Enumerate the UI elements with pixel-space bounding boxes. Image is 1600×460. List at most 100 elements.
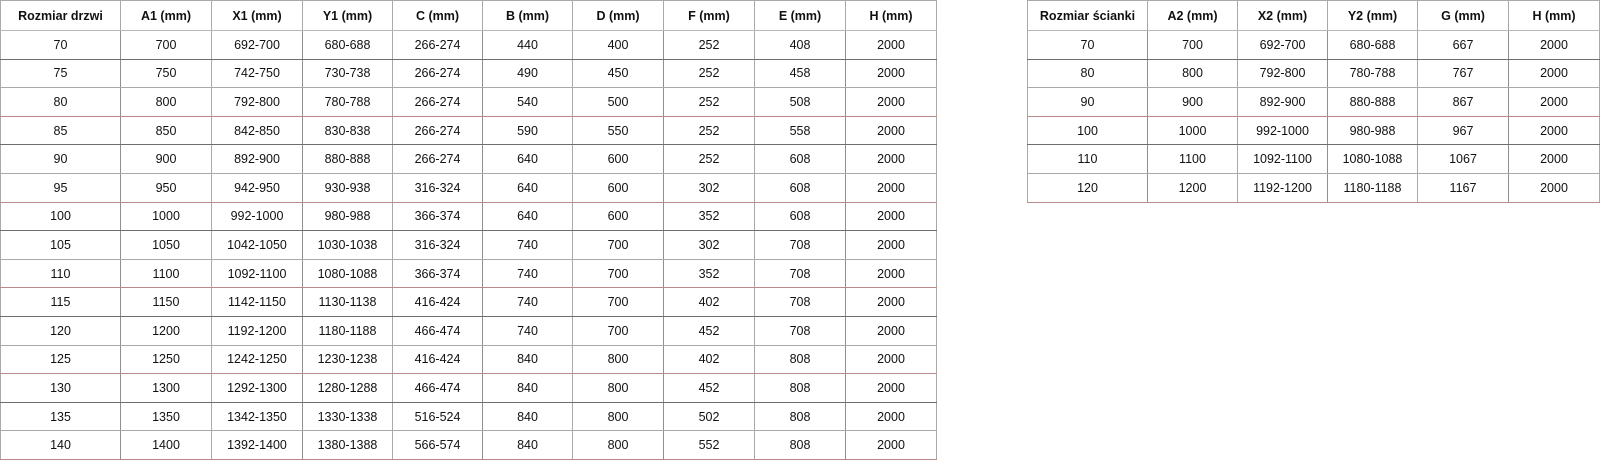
table-cell: 70 (1027, 30, 1148, 60)
table-cell: 700 (572, 315, 664, 346)
table-cell: 640 (482, 144, 573, 174)
table-cell: 1000 (120, 201, 212, 232)
table-row: 110 1100 1092-1100 1080-1088 366-374 740 700 35… (0, 258, 937, 289)
table-cell: 900 (1147, 87, 1238, 117)
header-row: Rozmiar ścianki A2 (mm) X2 (mm) Y2 (mm) G (m… (1027, 0, 1600, 31)
table-cell: 1142-1150 (211, 287, 303, 317)
walls-dimensions-table: Rozmiar ścianki A2 (mm) X2 (mm) Y2 (mm) G (m… (1027, 0, 1600, 203)
table-cell: 680-688 (1327, 30, 1418, 60)
table-row: 90 900 892-900 880-888 266-274 640 600 252 608 20… (0, 144, 937, 174)
table-cell: 252 (663, 58, 755, 89)
table-cell: 2000 (845, 373, 937, 403)
table-cell: 1092-1100 (1237, 144, 1328, 174)
table-cell: 140 (0, 430, 121, 460)
table-cell: 252 (663, 144, 755, 174)
table-cell: 1092-1100 (211, 258, 303, 289)
table-cell: 1100 (120, 258, 212, 289)
column-header: H (mm) (845, 0, 937, 31)
table-cell: 700 (120, 30, 212, 60)
table-cell: 452 (663, 315, 755, 346)
table-cell: 792-800 (211, 87, 303, 117)
table-cell: 808 (754, 401, 846, 432)
table-cell: 120 (1027, 172, 1148, 203)
table-cell: 950 (120, 172, 212, 203)
table-cell: 2000 (845, 344, 937, 375)
table-cell: 840 (482, 344, 573, 375)
table-cell: 1192-1200 (1237, 172, 1328, 203)
table-cell: 500 (572, 87, 664, 117)
table-cell: 942-950 (211, 172, 303, 203)
table-cell: 1400 (120, 430, 212, 460)
table-cell: 2000 (845, 430, 937, 460)
table-cell: 366-374 (392, 201, 483, 232)
table-cell: 930-938 (302, 172, 393, 203)
table-cell: 780-788 (302, 87, 393, 117)
table-cell: 2000 (1508, 172, 1600, 203)
table-cell: 2000 (845, 144, 937, 174)
table-cell: 640 (482, 201, 573, 232)
table-cell: 992-1000 (211, 201, 303, 232)
table-cell: 452 (663, 373, 755, 403)
table-cell: 600 (572, 172, 664, 203)
table-cell: 640 (482, 172, 573, 203)
table-cell: 550 (572, 115, 664, 146)
table-row: 90 900 892-900 880-888 867 2000 (1027, 87, 1600, 117)
table-cell: 708 (754, 315, 846, 346)
table-cell: 302 (663, 172, 755, 203)
table-cell: 1380-1388 (302, 430, 393, 460)
table-cell: 892-900 (211, 144, 303, 174)
table-cell: 552 (663, 430, 755, 460)
table-cell: 667 (1417, 30, 1509, 60)
table-cell: 1180-1188 (1327, 172, 1418, 203)
table-cell: 800 (572, 430, 664, 460)
column-header: Y1 (mm) (302, 0, 393, 31)
table-row: 120 1200 1192-1200 1180-1188 466-474 740 700 45… (0, 315, 937, 346)
table-cell: 502 (663, 401, 755, 432)
table-cell: 840 (482, 373, 573, 403)
table-cell: 780-788 (1327, 58, 1418, 89)
table-row: 70 700 692-700 680-688 667 2000 (1027, 30, 1600, 60)
table-cell: 2000 (1508, 115, 1600, 146)
table-cell: 600 (572, 144, 664, 174)
table-cell: 352 (663, 201, 755, 232)
table-cell: 1292-1300 (211, 373, 303, 403)
table-cell: 2000 (1508, 144, 1600, 174)
column-header: D (mm) (572, 0, 664, 31)
table-cell: 450 (572, 58, 664, 89)
table-cell: 80 (0, 87, 121, 117)
table-cell: 516-524 (392, 401, 483, 432)
table-row: 75 750 742-750 730-738 266-274 490 450 252 458 20… (0, 58, 937, 89)
table-cell: 110 (0, 258, 121, 289)
table-cell: 608 (754, 201, 846, 232)
table-row: 105 1050 1042-1050 1030-1038 316-324 740 700 30… (0, 230, 937, 260)
table-cell: 266-274 (392, 115, 483, 146)
table-cell: 1200 (120, 315, 212, 346)
table-cell: 2000 (1508, 58, 1600, 89)
table-cell: 1100 (1147, 144, 1238, 174)
table-cell: 1050 (120, 230, 212, 260)
table-cell: 266-274 (392, 87, 483, 117)
table-cell: 842-850 (211, 115, 303, 146)
table-cell: 840 (482, 430, 573, 460)
table-cell: 416-424 (392, 287, 483, 317)
table-cell: 730-738 (302, 58, 393, 89)
table-cell: 2000 (845, 172, 937, 203)
table-cell: 767 (1417, 58, 1509, 89)
table-cell: 740 (482, 258, 573, 289)
table-cell: 1242-1250 (211, 344, 303, 375)
table-cell: 708 (754, 258, 846, 289)
table-cell: 700 (572, 258, 664, 289)
table-row: 130 1300 1292-1300 1280-1288 466-474 840 800 45… (0, 373, 937, 403)
table-cell: 95 (0, 172, 121, 203)
table-row: 100 1000 992-1000 980-988 967 2000 (1027, 115, 1600, 146)
table-cell: 892-900 (1237, 87, 1328, 117)
table-cell: 800 (572, 401, 664, 432)
table-row: 80 800 792-800 780-788 767 2000 (1027, 58, 1600, 89)
column-header: H (mm) (1508, 0, 1600, 31)
table-cell: 100 (1027, 115, 1148, 146)
table-cell: 800 (572, 373, 664, 403)
table-cell: 800 (120, 87, 212, 117)
column-header: A1 (mm) (120, 0, 212, 31)
table-row: 120 1200 1192-1200 1180-1188 1167 2000 (1027, 172, 1600, 203)
table-cell: 2000 (845, 201, 937, 232)
